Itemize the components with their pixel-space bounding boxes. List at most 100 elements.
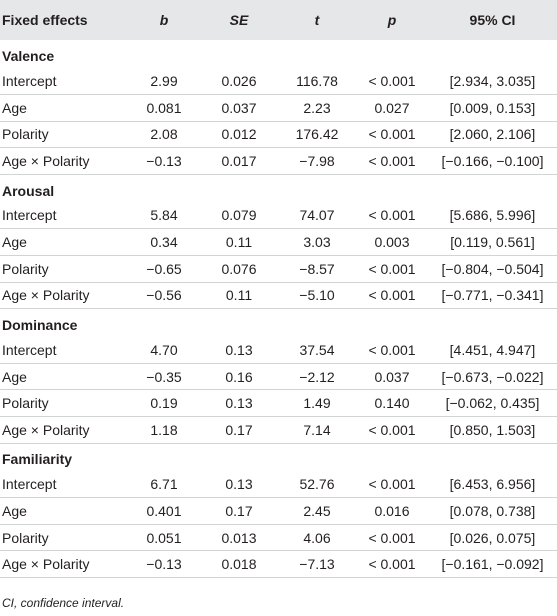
table-row: Age × Polarity −0.13 0.018 −7.13 < 0.001 [−0.… xyxy=(0,550,557,578)
cell-ci: [−0.161, −0.092] xyxy=(428,550,557,578)
header-p: p xyxy=(387,12,397,28)
cell-se: 0.13 xyxy=(200,389,278,418)
cell-p: < 0.001 xyxy=(356,202,428,230)
section-header-row: Familiarity xyxy=(0,443,557,471)
cell-p: < 0.001 xyxy=(356,471,428,499)
cell-ci: [0.009, 0.153] xyxy=(428,94,557,122)
cell-b: 5.84 xyxy=(128,202,200,230)
cell-se: 0.037 xyxy=(200,94,278,122)
cell-se: 0.17 xyxy=(200,497,278,525)
cell-t: −8.57 xyxy=(278,255,356,283)
cell-p: < 0.001 xyxy=(356,416,428,444)
cell-ci: [0.026, 0.075] xyxy=(428,524,557,552)
cell-ci: [4.451, 4.947] xyxy=(428,336,557,364)
cell-t: −7.98 xyxy=(278,147,356,175)
cell-ci: [2.060, 2.106] xyxy=(428,121,557,149)
cell-t: 4.06 xyxy=(278,524,356,552)
table-row: Age × Polarity 1.18 0.17 7.14 < 0.001 [0.850,… xyxy=(0,416,557,444)
cell-ci: [−0.771, −0.341] xyxy=(428,282,557,310)
section-header-row: Dominance xyxy=(0,309,557,337)
table-row: Intercept 4.70 0.13 37.54 < 0.001 [4.451, 4.9… xyxy=(0,336,557,364)
cell-b: 0.34 xyxy=(128,228,200,257)
table-row: Age 0.081 0.037 2.23 0.027 [0.009, 0.153] xyxy=(0,94,557,122)
cell-se: 0.079 xyxy=(200,202,278,230)
cell-effect: Age xyxy=(0,228,128,257)
cell-t: 52.76 xyxy=(278,471,356,499)
table-footnote: CI, confidence interval. xyxy=(2,596,125,610)
table-row: Age × Polarity −0.13 0.017 −7.98 < 0.001 [−0.… xyxy=(0,147,557,175)
cell-b: 2.08 xyxy=(128,121,200,149)
cell-p: < 0.001 xyxy=(356,147,428,175)
cell-se: 0.026 xyxy=(200,68,278,96)
cell-b: 0.401 xyxy=(128,497,200,525)
cell-effect: Intercept xyxy=(0,202,128,230)
section-label: Arousal xyxy=(2,182,55,199)
header-ci: 95% CI xyxy=(469,12,516,28)
cell-ci: [−0.166, −0.100] xyxy=(428,147,557,175)
cell-b: 4.70 xyxy=(128,336,200,364)
cell-se: 0.013 xyxy=(200,524,278,552)
cell-b: −0.56 xyxy=(128,282,200,310)
cell-ci: [5.686, 5.996] xyxy=(428,202,557,230)
table-row: Polarity −0.65 0.076 −8.57 < 0.001 [−0.804, −… xyxy=(0,255,557,283)
header-fixed-effects: Fixed effects xyxy=(2,12,88,28)
table-row: Intercept 5.84 0.079 74.07 < 0.001 [5.686, 5.… xyxy=(0,202,557,230)
cell-p: < 0.001 xyxy=(356,282,428,310)
cell-p: < 0.001 xyxy=(356,524,428,552)
cell-se: 0.13 xyxy=(200,471,278,499)
cell-p: < 0.001 xyxy=(356,550,428,578)
cell-effect: Age × Polarity xyxy=(0,416,128,444)
cell-t: 37.54 xyxy=(278,336,356,364)
cell-ci: [0.078, 0.738] xyxy=(428,497,557,525)
cell-p: < 0.001 xyxy=(356,68,428,96)
cell-t: 116.78 xyxy=(278,68,356,96)
cell-ci: [0.119, 0.561] xyxy=(428,228,557,257)
fixed-effects-table: Fixed effects b SE t p 95% CI Valence Int… xyxy=(0,0,557,578)
cell-se: 0.16 xyxy=(200,363,278,391)
cell-b: 1.18 xyxy=(128,416,200,444)
cell-t: −5.10 xyxy=(278,282,356,310)
cell-b: 6.71 xyxy=(128,471,200,499)
cell-b: −0.65 xyxy=(128,255,200,283)
table-row: Intercept 2.99 0.026 116.78 < 0.001 [2.934, 3… xyxy=(0,68,557,96)
section-header-row: Arousal xyxy=(0,174,557,202)
cell-b: −0.13 xyxy=(128,550,200,578)
cell-se: 0.13 xyxy=(200,336,278,364)
header-t: t xyxy=(314,12,320,28)
header-b: b xyxy=(159,12,169,28)
cell-t: 7.14 xyxy=(278,416,356,444)
header-se: SE xyxy=(229,12,249,28)
cell-t: 3.03 xyxy=(278,228,356,257)
cell-p: 0.037 xyxy=(356,363,428,391)
table-row: Age 0.34 0.11 3.03 0.003 [0.119, 0.561] xyxy=(0,228,557,257)
cell-t: 74.07 xyxy=(278,202,356,230)
cell-effect: Age × Polarity xyxy=(0,550,128,578)
cell-se: 0.012 xyxy=(200,121,278,149)
cell-effect: Age xyxy=(0,363,128,391)
section-label: Valence xyxy=(2,48,55,64)
section-label: Familiarity xyxy=(2,451,73,468)
cell-se: 0.11 xyxy=(200,228,278,257)
table-row: Age 0.401 0.17 2.45 0.016 [0.078, 0.738] xyxy=(0,497,557,525)
cell-se: 0.11 xyxy=(200,282,278,310)
header-row: Fixed effects b SE t p 95% CI xyxy=(0,0,557,40)
cell-b: 0.081 xyxy=(128,94,200,122)
cell-t: −7.13 xyxy=(278,550,356,578)
cell-se: 0.076 xyxy=(200,255,278,283)
cell-effect: Age xyxy=(0,497,128,525)
cell-effect: Polarity xyxy=(0,389,128,418)
cell-effect: Age xyxy=(0,94,128,122)
cell-ci: [−0.804, −0.504] xyxy=(428,255,557,283)
cell-p: < 0.001 xyxy=(356,121,428,149)
cell-t: 1.49 xyxy=(278,389,356,418)
table-row: Polarity 0.19 0.13 1.49 0.140 [−0.062, 0.435] xyxy=(0,389,557,418)
table-row: Age × Polarity −0.56 0.11 −5.10 < 0.001 [−0.7… xyxy=(0,282,557,310)
cell-t: 176.42 xyxy=(278,121,356,149)
cell-effect: Intercept xyxy=(0,336,128,364)
cell-ci: [0.850, 1.503] xyxy=(428,416,557,444)
cell-ci: [2.934, 3.035] xyxy=(428,68,557,96)
cell-b: 0.19 xyxy=(128,389,200,418)
cell-p: 0.016 xyxy=(356,497,428,525)
cell-t: −2.12 xyxy=(278,363,356,391)
